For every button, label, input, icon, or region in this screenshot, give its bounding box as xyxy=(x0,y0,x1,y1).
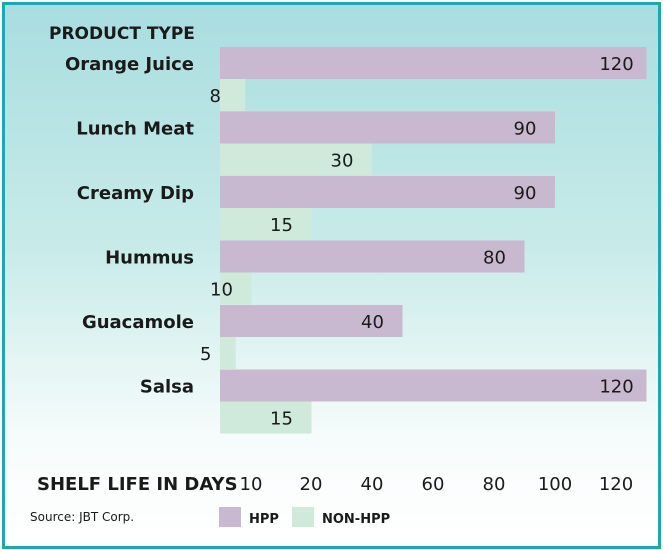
x-tick-label: 20 xyxy=(300,474,323,495)
x-tick-label: 10 xyxy=(240,474,263,495)
x-axis-label: SHELF LIFE IN DAYS xyxy=(37,474,238,495)
bar-value-label: 90 xyxy=(514,183,537,204)
bar-value-label: 15 xyxy=(270,215,293,236)
legend-label: NON-HPP xyxy=(322,512,390,527)
x-tick-label: 40 xyxy=(361,474,384,495)
bar-non-hpp xyxy=(220,272,252,305)
x-tick-label: 60 xyxy=(422,474,445,495)
bar-non-hpp xyxy=(220,79,246,111)
category-label: Orange Juice xyxy=(65,54,194,75)
x-tick-label: 120 xyxy=(599,474,633,495)
category-axis-header: PRODUCT TYPE xyxy=(49,24,195,44)
bar-value-label: 5 xyxy=(200,344,211,365)
bar-non-hpp xyxy=(220,337,236,369)
bar-value-label: 120 xyxy=(599,377,633,398)
legend-swatch xyxy=(292,507,314,527)
bar-hpp xyxy=(220,111,555,144)
bar-hpp xyxy=(220,369,647,402)
bar-value-label: 90 xyxy=(514,119,537,140)
bar-value-label: 120 xyxy=(599,54,633,75)
bar-non-hpp xyxy=(220,401,312,434)
category-label: Creamy Dip xyxy=(77,183,194,204)
source-note: Source: JBT Corp. xyxy=(30,510,134,524)
category-label: Salsa xyxy=(140,377,194,398)
bar-hpp xyxy=(220,47,647,79)
bar-hpp xyxy=(220,176,555,208)
category-label: Guacamole xyxy=(82,312,194,333)
legend-label: HPP xyxy=(249,512,279,527)
bar-non-hpp xyxy=(220,143,372,176)
bar-value-label: 40 xyxy=(361,312,384,333)
legend-swatch xyxy=(219,507,241,527)
bar-hpp xyxy=(220,240,525,273)
bar-value-label: 15 xyxy=(270,409,293,430)
category-label: Lunch Meat xyxy=(76,119,194,140)
bar-value-label: 80 xyxy=(483,248,506,269)
bar-value-label: 10 xyxy=(210,280,233,301)
x-tick-label: 80 xyxy=(483,474,506,495)
bar-value-label: 8 xyxy=(209,86,220,107)
category-label: Hummus xyxy=(105,248,194,269)
bar-hpp xyxy=(220,305,403,337)
x-tick-label: 100 xyxy=(538,474,572,495)
bar-value-label: 30 xyxy=(331,151,354,172)
bar-non-hpp xyxy=(220,208,312,240)
